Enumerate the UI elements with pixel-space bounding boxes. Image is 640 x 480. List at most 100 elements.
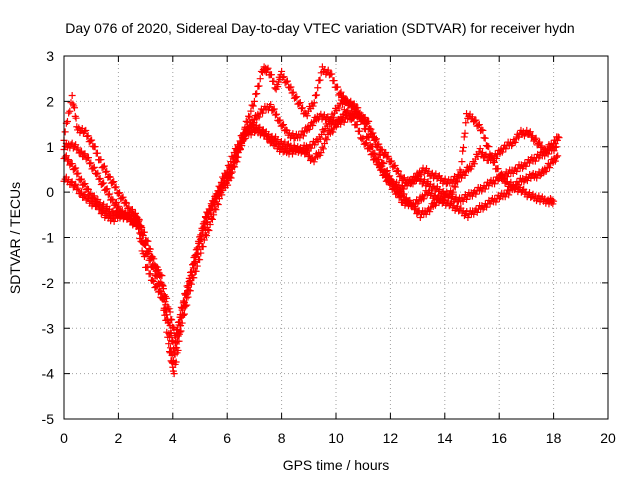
data-point: [278, 67, 286, 75]
data-point: [88, 136, 96, 144]
data-point: [393, 189, 401, 197]
data-point: [116, 189, 124, 197]
data-point: [128, 205, 136, 213]
data-point: [89, 164, 97, 172]
data-point: [491, 180, 499, 188]
data-point: [319, 145, 327, 153]
data-point: [250, 97, 258, 105]
data-point: [232, 153, 240, 161]
data-point: [334, 83, 342, 91]
data-point: [338, 115, 346, 123]
data-point: [396, 193, 404, 201]
data-point: [80, 180, 88, 188]
data-point: [311, 141, 319, 149]
data-point: [531, 157, 539, 165]
data-point: [451, 183, 459, 191]
data-point: [461, 129, 469, 137]
data-point: [146, 245, 154, 253]
data-point: [386, 181, 394, 189]
data-point: [344, 106, 352, 114]
data-point: [550, 147, 558, 155]
data-point: [471, 117, 479, 125]
data-point: [498, 170, 506, 178]
data-point: [150, 278, 158, 286]
data-point: [494, 165, 502, 173]
data-point: [354, 104, 362, 112]
data-point: [175, 318, 183, 326]
data-point: [74, 144, 82, 152]
data-point: [267, 71, 275, 79]
data-point: [513, 168, 521, 176]
data-point: [65, 156, 73, 164]
data-point: [390, 162, 398, 170]
data-point: [526, 189, 534, 197]
data-point: [369, 129, 377, 137]
data-point: [498, 148, 506, 156]
data-point: [123, 199, 131, 207]
data-point: [164, 333, 172, 341]
data-point: [488, 152, 496, 160]
data-point: [174, 346, 182, 354]
data-point: [106, 173, 114, 181]
data-point: [305, 151, 313, 159]
data-point: [394, 188, 402, 196]
data-point: [293, 93, 301, 101]
data-point: [234, 148, 242, 156]
data-point: [386, 158, 394, 166]
data-point: [555, 134, 563, 142]
data-point: [388, 157, 396, 165]
data-point: [200, 236, 208, 244]
data-point: [472, 116, 480, 124]
data-point: [313, 91, 321, 99]
data-point: [166, 349, 174, 357]
data-point: [163, 294, 171, 302]
data-point: [309, 121, 317, 129]
data-point: [492, 155, 500, 163]
data-point: [255, 82, 263, 90]
data-point: [473, 208, 481, 216]
data-point: [323, 136, 331, 144]
data-point: [89, 193, 97, 201]
data-point: [94, 169, 102, 177]
data-point: [553, 153, 561, 161]
data-point: [264, 64, 272, 72]
data-point: [457, 168, 465, 176]
data-point: [318, 143, 326, 151]
data-point: [367, 151, 375, 159]
data-point: [102, 186, 110, 194]
data-point: [71, 112, 79, 120]
data-point: [165, 305, 173, 313]
data-point: [391, 161, 399, 169]
data-point: [203, 232, 211, 240]
x-tick-label: 8: [278, 430, 286, 446]
data-point: [156, 271, 164, 279]
data-point: [366, 145, 374, 153]
data-point: [459, 143, 467, 151]
data-point: [339, 92, 347, 100]
data-point: [63, 118, 71, 126]
data-point: [150, 255, 158, 263]
data-point: [554, 152, 562, 160]
data-point: [316, 135, 324, 143]
data-point: [460, 133, 468, 141]
data-point: [270, 77, 278, 85]
data-point: [381, 170, 389, 178]
data-point: [90, 163, 98, 171]
data-point: [274, 83, 282, 91]
data-point: [73, 170, 81, 178]
data-point: [292, 93, 300, 101]
data-point: [317, 149, 325, 157]
data-point: [511, 138, 519, 146]
data-point: [371, 155, 379, 163]
data-point: [362, 125, 370, 133]
data-point: [198, 226, 206, 234]
data-point: [179, 297, 187, 305]
data-point: [371, 136, 379, 144]
data-point: [316, 76, 324, 84]
data-point: [102, 168, 110, 176]
data-point: [287, 83, 295, 91]
x-tick-labels: 0 2 4 6 8 10 12 14 16 18 20: [60, 430, 616, 446]
data-point: [193, 245, 201, 253]
data-point: [476, 145, 484, 153]
data-point: [271, 111, 279, 119]
